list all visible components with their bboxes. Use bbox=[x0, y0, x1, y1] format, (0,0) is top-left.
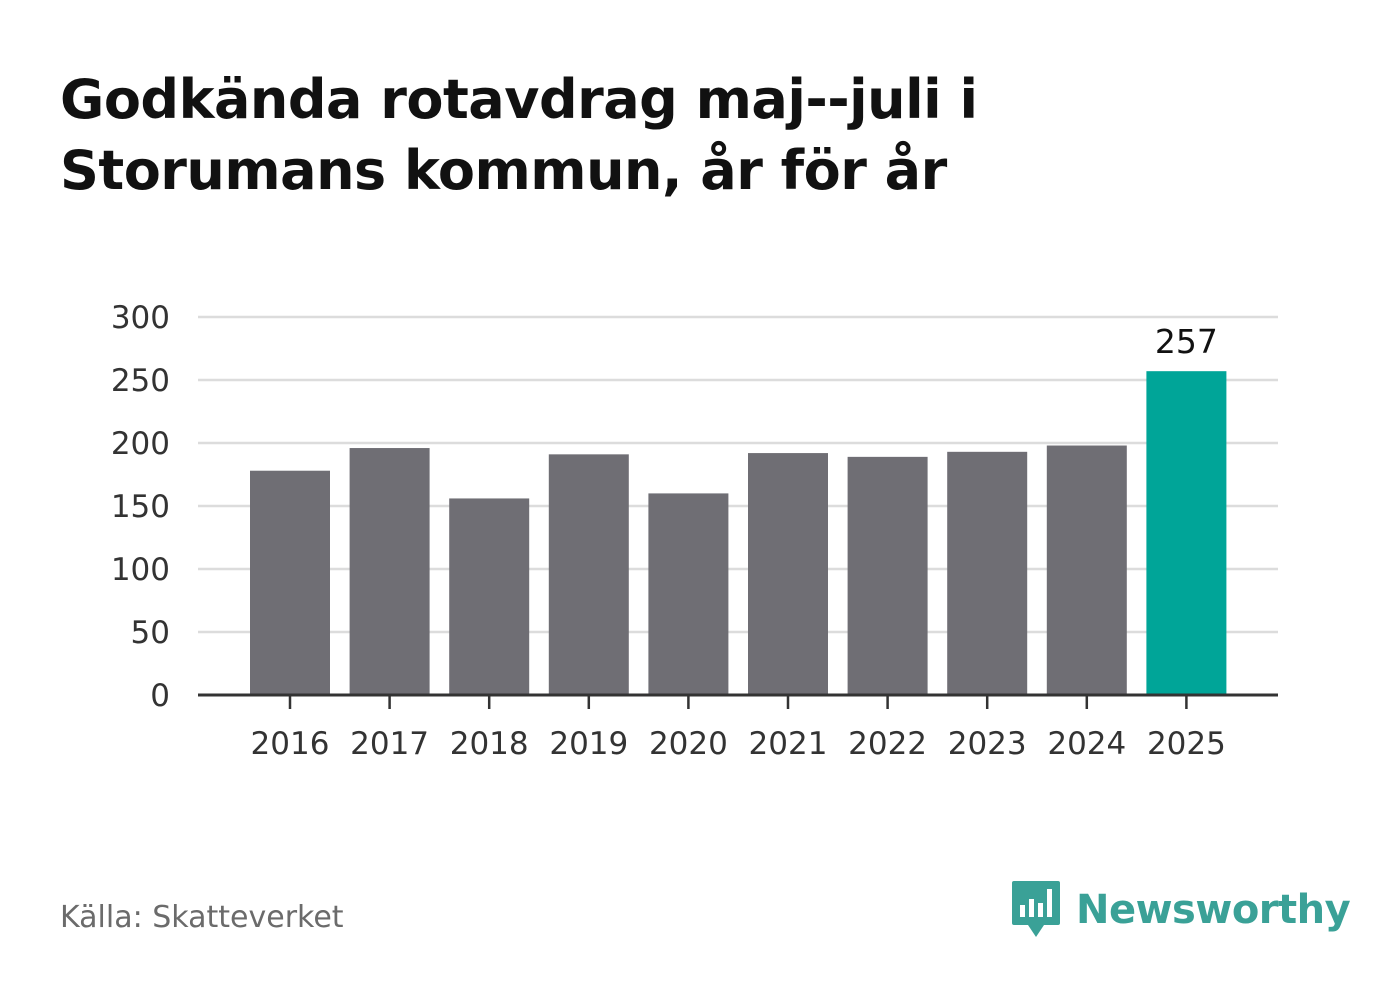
bar-2018 bbox=[449, 498, 530, 695]
y-tick-label: 250 bbox=[111, 363, 170, 399]
x-tick-label: 2020 bbox=[649, 726, 728, 762]
y-axis-ticks: 0 50 100 150 200 250 300 bbox=[111, 300, 170, 714]
chart-title: Godkända rotavdrag maj--juli i Storumans… bbox=[60, 68, 978, 202]
x-tick-label: 2025 bbox=[1147, 726, 1226, 762]
bar-2017 bbox=[349, 448, 430, 695]
bar-2024 bbox=[1046, 445, 1127, 695]
brand: Newsworthy bbox=[1010, 878, 1351, 942]
bar-2020 bbox=[648, 493, 729, 695]
y-tick-label: 100 bbox=[111, 552, 170, 588]
y-tick-label: 0 bbox=[150, 678, 170, 714]
source-note: Källa: Skatteverket bbox=[60, 900, 344, 935]
x-tick-label: 2021 bbox=[749, 726, 828, 762]
x-axis-ticks: 2016 2017 2018 2019 2020 2021 2022 2023 2024 2025 bbox=[251, 726, 1226, 762]
bar-2021 bbox=[748, 453, 828, 695]
x-tick-label: 2016 bbox=[251, 726, 330, 762]
y-tick-label: 300 bbox=[111, 300, 170, 336]
x-tick-label: 2017 bbox=[350, 726, 429, 762]
bars bbox=[250, 371, 1227, 695]
bar-2025 bbox=[1146, 371, 1227, 695]
bar-2019 bbox=[548, 454, 629, 695]
data-labels: 257 bbox=[1155, 322, 1218, 361]
bar-2023 bbox=[947, 451, 1028, 695]
x-tick-label: 2022 bbox=[848, 726, 927, 762]
x-tick-label: 2018 bbox=[450, 726, 529, 762]
bar-2016 bbox=[250, 470, 330, 695]
y-tick-label: 200 bbox=[111, 426, 170, 462]
data-label: 257 bbox=[1155, 322, 1218, 361]
x-axis bbox=[198, 693, 1278, 709]
newsworthy-logo-icon bbox=[1012, 881, 1060, 937]
x-tick-label: 2024 bbox=[1047, 726, 1126, 762]
y-tick-label: 150 bbox=[111, 489, 170, 525]
x-tick-label: 2023 bbox=[948, 726, 1027, 762]
x-tick-label: 2019 bbox=[549, 726, 628, 762]
bar-2022 bbox=[847, 456, 928, 695]
brand-name: Newsworthy bbox=[1076, 887, 1351, 933]
y-tick-label: 50 bbox=[131, 615, 170, 651]
